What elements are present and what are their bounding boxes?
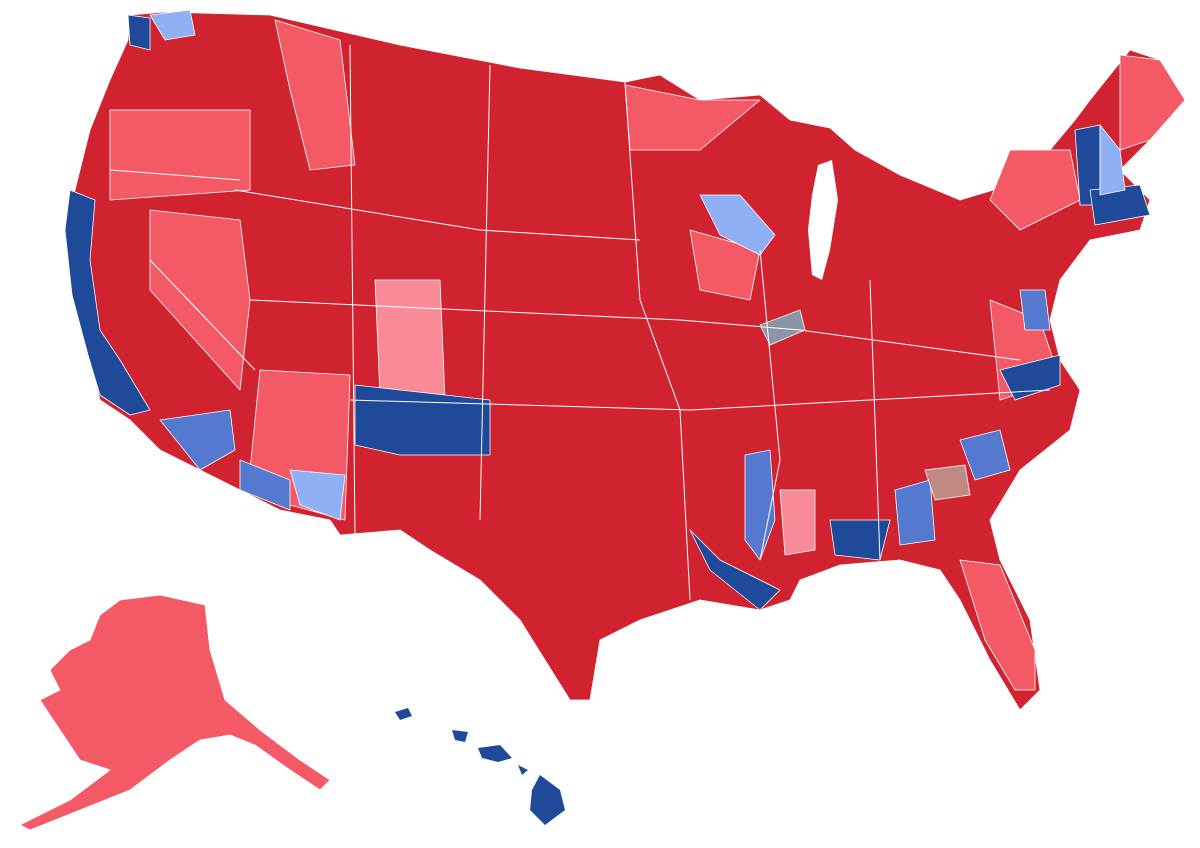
region (149, 209, 251, 391)
region (109, 109, 251, 201)
state-border (249, 299, 1021, 361)
region (159, 409, 236, 471)
region (149, 9, 196, 41)
region (1099, 124, 1126, 196)
state-border (109, 169, 241, 181)
region (354, 384, 491, 456)
region (689, 529, 781, 611)
hawaii-island (530, 775, 565, 825)
region (779, 489, 816, 556)
region (959, 559, 1036, 691)
region (744, 449, 776, 561)
region (959, 429, 1011, 481)
region (829, 519, 891, 561)
region (699, 194, 776, 256)
region (924, 464, 971, 501)
state-border (149, 259, 256, 371)
state-border (759, 249, 781, 561)
lake (808, 160, 838, 280)
region (374, 279, 446, 401)
region (239, 459, 291, 511)
region (289, 469, 346, 521)
region (999, 354, 1061, 401)
region (1019, 289, 1051, 331)
region (894, 479, 936, 546)
state-border (349, 44, 356, 536)
state-border (234, 189, 641, 241)
hawaii-island (452, 730, 468, 742)
region (759, 309, 806, 346)
state-border (349, 389, 1051, 411)
hawaii-island (478, 745, 512, 762)
region (64, 189, 151, 416)
hawaii-island (518, 765, 528, 775)
state-border (624, 81, 691, 601)
hawaii-island (395, 708, 412, 720)
region (1119, 54, 1186, 151)
alaska (19, 594, 331, 831)
region (274, 19, 356, 171)
region (989, 149, 1081, 231)
state-border (869, 279, 881, 561)
state-border (479, 64, 491, 521)
region (127, 14, 151, 51)
